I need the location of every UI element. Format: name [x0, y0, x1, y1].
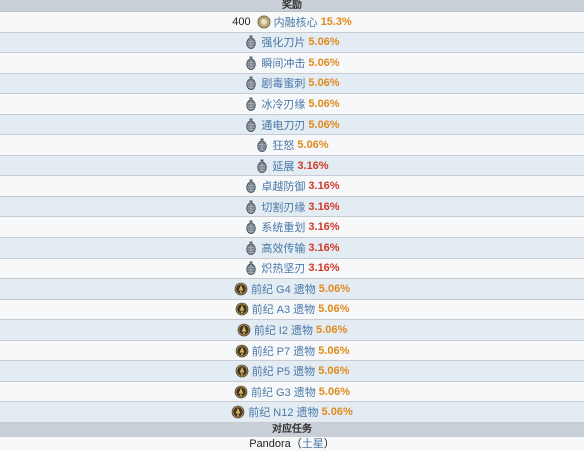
reward-row: 延展 3.16%: [0, 155, 584, 177]
reward-name-link[interactable]: 延展: [272, 160, 295, 173]
rewards-list: 400 内融核心 15.3% 强化刀片 5.06% 瞬间冲击 5.06% 剧毒蜜刺 5.06% 冰…: [0, 12, 584, 423]
reward-drop-chance: 15.3%: [320, 15, 352, 28]
reward-row: 瞬间冲击 5.06%: [0, 53, 584, 74]
reward-name-link[interactable]: 剧毒蜜刺: [261, 78, 306, 91]
endo-icon: [257, 15, 271, 29]
reward-name-link[interactable]: 高效传输: [261, 242, 306, 255]
reward-drop-chance: 3.16%: [297, 159, 329, 172]
reward-name-link[interactable]: 强化刀片: [261, 37, 306, 50]
reward-drop-chance: 5.06%: [308, 36, 340, 49]
reward-name-link[interactable]: 切割刃缘: [261, 201, 306, 214]
rewards-header: 奖励: [0, 0, 584, 12]
reward-drop-chance: 3.16%: [308, 241, 340, 254]
reward-drop-chance: 5.06%: [308, 56, 340, 69]
reward-name-link[interactable]: 内融核心: [273, 16, 318, 29]
reward-drop-chance: 5.06%: [308, 97, 340, 110]
planet-link[interactable]: 土星: [301, 437, 324, 450]
reward-drop-chance: 3.16%: [308, 180, 340, 193]
reward-drop-chance: 5.06%: [297, 139, 329, 152]
reward-drop-chance: 5.06%: [318, 344, 350, 357]
relic-icon: [235, 302, 249, 316]
mod-grenade-icon: [244, 261, 258, 276]
reward-row: 前纪 I2 遗物 5.06%: [0, 320, 584, 341]
reward-row: 冰冷刃缘 5.06%: [0, 94, 584, 115]
reward-row: 强化刀片 5.06%: [0, 32, 584, 54]
mod-grenade-icon: [244, 76, 258, 91]
reward-row: 狂怒 5.06%: [0, 135, 584, 156]
relic-icon: [235, 344, 249, 358]
reward-drop-chance: 3.16%: [308, 200, 340, 213]
reward-row: 前纪 P5 遗物 5.06%: [0, 361, 584, 382]
mod-grenade-icon: [244, 200, 258, 214]
reward-name-link[interactable]: 前纪 P5 遗物: [251, 366, 316, 379]
reward-row: 前纪 P7 遗物 5.06%: [0, 340, 584, 362]
mod-grenade-icon: [244, 179, 258, 194]
reward-row: 前纪 G4 遗物 5.06%: [0, 279, 584, 300]
reward-row: 系统重划 3.16%: [0, 217, 584, 239]
reward-name-link[interactable]: 狂怒: [272, 140, 295, 153]
reward-row: 前纪 N12 遗物 5.06%: [0, 402, 584, 423]
reward-name-link[interactable]: 前纪 G4 遗物: [251, 283, 316, 296]
reward-row: 剧毒蜜刺 5.06%: [0, 73, 584, 95]
mod-grenade-icon: [244, 97, 258, 111]
reward-drop-chance: 5.06%: [316, 323, 348, 336]
reward-name-link[interactable]: 前纪 P7 遗物: [251, 345, 316, 358]
reward-drop-chance: 3.16%: [308, 221, 340, 234]
reward-quantity: 400: [232, 15, 251, 28]
reward-drop-chance: 5.06%: [318, 385, 350, 398]
reward-row: 卓越防御 3.16%: [0, 176, 584, 197]
mod-grenade-icon: [244, 220, 258, 235]
reward-drop-chance: 5.06%: [308, 77, 340, 90]
mission-name[interactable]: Pandora: [249, 437, 291, 450]
reward-drop-chance: 5.06%: [318, 365, 350, 378]
reward-name-link[interactable]: 炽热坚刃: [261, 263, 306, 276]
relic-icon: [235, 364, 249, 378]
reward-drop-chance: 5.06%: [318, 303, 350, 316]
reward-drop-chance: 3.16%: [308, 262, 340, 275]
mod-grenade-icon: [244, 35, 258, 50]
reward-drop-chance: 5.06%: [321, 406, 353, 419]
mod-grenade-icon: [255, 138, 269, 153]
reward-name-link[interactable]: 前纪 N12 遗物: [248, 407, 319, 420]
reward-name-link[interactable]: 通电刀刃: [261, 119, 306, 132]
reward-row: 炽热坚刃 3.16%: [0, 258, 584, 280]
reward-name-link[interactable]: 前纪 A3 遗物: [251, 304, 316, 317]
reward-row: 前纪 G3 遗物 5.06%: [0, 381, 584, 403]
reward-name-link[interactable]: 系统重划: [261, 222, 306, 235]
reward-name-link[interactable]: 前纪 G3 遗物: [251, 386, 316, 399]
reward-row: 前纪 A3 遗物 5.06%: [0, 299, 584, 321]
reward-name-link[interactable]: 冰冷刃缘: [261, 98, 306, 111]
mission-row: Pandora（土星）: [0, 436, 584, 451]
mod-grenade-icon: [255, 159, 269, 173]
reward-row: 高效传输 3.16%: [0, 238, 584, 259]
reward-row: 切割刃缘 3.16%: [0, 196, 584, 218]
reward-name-link[interactable]: 前纪 I2 遗物: [253, 324, 314, 337]
reward-row: 通电刀刃 5.06%: [0, 114, 584, 136]
open-paren: （: [290, 437, 302, 450]
reward-drop-chance: 5.06%: [308, 118, 340, 131]
missions-header: 对应任务: [0, 422, 584, 437]
reward-row: 400 内融核心 15.3%: [0, 12, 584, 33]
reward-name-link[interactable]: 卓越防御: [261, 181, 306, 194]
relic-icon: [237, 323, 251, 337]
relic-icon: [231, 405, 245, 419]
mod-grenade-icon: [244, 56, 258, 70]
mod-grenade-icon: [244, 241, 258, 255]
close-paren: ）: [323, 437, 335, 450]
relic-icon: [234, 385, 248, 399]
relic-icon: [234, 282, 248, 296]
reward-drop-chance: 5.06%: [318, 282, 350, 295]
mod-grenade-icon: [244, 118, 258, 132]
reward-name-link[interactable]: 瞬间冲击: [261, 57, 306, 70]
